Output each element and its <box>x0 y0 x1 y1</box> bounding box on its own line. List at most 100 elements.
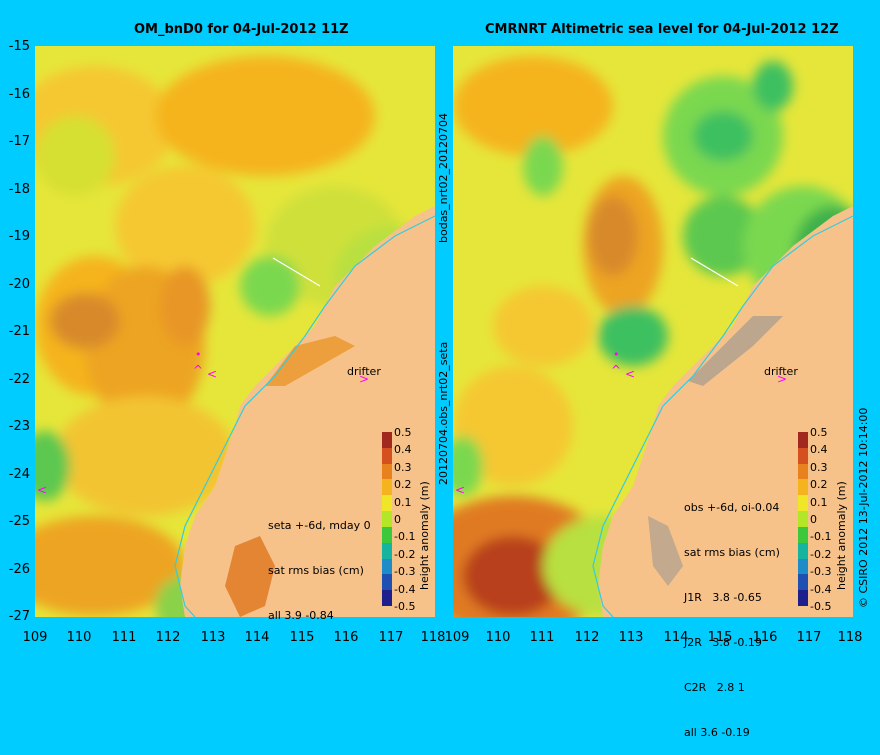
right-info-line: C2R 2.8 1 <box>684 681 745 694</box>
right-info-line: obs +-6d, oi-0.04 <box>684 501 780 514</box>
right-info-line: J2R 3.8 -0.19 <box>684 636 762 649</box>
colorbar-segment <box>382 432 392 449</box>
colorbar-tick-label: 0.2 <box>394 478 412 492</box>
right-map-title: CMRNRT Altimetric sea level for 04-Jul-2… <box>485 22 839 37</box>
left-map-canvas: • ^ < > < <box>35 46 435 617</box>
left-info-line: seta +-6d, mday 0 <box>268 519 371 532</box>
colorbar-segment <box>798 432 808 449</box>
middle-label-upper: bodas_nrt02_20120704 <box>437 113 450 243</box>
right-info-line: J1R 3.8 -0.65 <box>684 591 762 604</box>
x-tick: 117 <box>796 630 822 645</box>
colorbar-segment <box>798 463 808 480</box>
colorbar-segment <box>382 526 392 544</box>
colorbar-tick-label: -0.5 <box>394 600 416 613</box>
colorbar-tick-label: -0.1 <box>810 530 832 544</box>
colorbar-tick-label: -0.2 <box>394 547 416 561</box>
colorbar-tick-label: -0.4 <box>810 582 832 596</box>
y-tick: -20 <box>8 277 30 292</box>
svg-text:^: ^ <box>611 363 621 377</box>
svg-text:•: • <box>195 348 202 361</box>
colorbar-segment <box>798 495 808 512</box>
colorbar-segment <box>382 495 392 512</box>
x-tick: 114 <box>663 630 689 645</box>
left-info-line: all 3.9 -0.84 <box>268 609 334 622</box>
colorbar-tick-label: -0.4 <box>394 582 416 596</box>
y-tick: -17 <box>8 134 30 149</box>
colorbar-segment <box>798 447 808 465</box>
x-tick: 118 <box>420 630 446 645</box>
colorbar-tick-label: -0.5 <box>810 600 832 613</box>
x-tick: 113 <box>618 630 644 645</box>
left-colorbar <box>382 432 392 607</box>
x-tick: 115 <box>707 630 733 645</box>
right-colorbar-title: height anomaly (m) <box>835 481 848 590</box>
colorbar-segment <box>798 574 808 591</box>
colorbar-segment <box>798 526 808 544</box>
x-tick: 115 <box>289 630 315 645</box>
svg-text:<: < <box>37 483 47 497</box>
colorbar-tick-label: 0.4 <box>394 443 412 457</box>
right-map: • ^ < > < <box>453 46 853 617</box>
y-tick: -19 <box>8 229 30 244</box>
colorbar-segment <box>798 511 808 528</box>
colorbar-tick-label: -0.2 <box>810 547 832 561</box>
x-tick: 109 <box>444 630 470 645</box>
svg-text:>: > <box>359 372 369 386</box>
colorbar-segment <box>382 479 392 496</box>
colorbar-segment <box>382 511 392 528</box>
svg-text:>: > <box>777 372 787 386</box>
x-tick: 116 <box>752 630 778 645</box>
x-tick: 112 <box>574 630 600 645</box>
x-tick: 111 <box>111 630 137 645</box>
right-map-canvas: • ^ < > < <box>453 46 853 617</box>
y-tick: -18 <box>8 182 30 197</box>
x-tick: 116 <box>333 630 359 645</box>
colorbar-segment <box>798 590 808 607</box>
left-info-line: sat rms bias (cm) <box>268 564 364 577</box>
left-map: • ^ < > < <box>35 46 435 617</box>
colorbar-tick-label: 0.5 <box>394 426 412 439</box>
colorbar-segment <box>382 463 392 480</box>
right-colorbar <box>798 432 808 607</box>
colorbar-tick-label: -0.3 <box>810 565 832 579</box>
colorbar-segment <box>382 558 392 575</box>
colorbar-tick-label: 0.4 <box>810 443 828 457</box>
svg-text:<: < <box>455 483 465 497</box>
y-tick: -26 <box>8 562 30 577</box>
left-map-title: OM_bnD0 for 04-Jul-2012 11Z <box>134 22 349 37</box>
x-tick: 113 <box>200 630 226 645</box>
colorbar-segment <box>798 558 808 575</box>
colorbar-segment <box>382 590 392 607</box>
colorbar-tick-label: 0.2 <box>810 478 828 492</box>
x-tick: 114 <box>244 630 270 645</box>
y-tick: -22 <box>8 372 30 387</box>
x-tick: 112 <box>155 630 181 645</box>
colorbar-tick-label: 0.1 <box>394 495 412 509</box>
x-tick: 111 <box>529 630 555 645</box>
colorbar-tick-label: 0 <box>810 513 817 526</box>
colorbar-tick-label: -0.3 <box>394 565 416 579</box>
colorbar-segment <box>382 447 392 465</box>
x-tick: 110 <box>66 630 92 645</box>
colorbar-segment <box>382 542 392 560</box>
svg-text:•: • <box>613 348 620 361</box>
credit-label: © CSIRO 2012 13-Jul-2012 10:14:00 <box>857 407 870 608</box>
left-info-block: seta +-6d, mday 0 sat rms bias (cm) all … <box>268 488 371 638</box>
right-info-block: obs +-6d, oi-0.04 sat rms bias (cm) J1R … <box>684 470 780 755</box>
y-tick: -16 <box>8 87 30 102</box>
colorbar-segment <box>798 479 808 496</box>
colorbar-tick-label: 0 <box>394 513 401 526</box>
x-tick: 109 <box>22 630 48 645</box>
colorbar-segment <box>798 542 808 560</box>
svg-text:<: < <box>625 367 635 381</box>
y-tick: -24 <box>8 467 30 482</box>
colorbar-tick-label: 0.3 <box>810 460 828 474</box>
x-tick: 118 <box>837 630 863 645</box>
colorbar-tick-label: 0.3 <box>394 460 412 474</box>
x-tick: 110 <box>485 630 511 645</box>
y-tick: -25 <box>8 514 30 529</box>
right-info-line: sat rms bias (cm) <box>684 546 780 559</box>
colorbar-segment <box>382 574 392 591</box>
svg-text:^: ^ <box>193 363 203 377</box>
y-tick: -15 <box>8 39 30 54</box>
